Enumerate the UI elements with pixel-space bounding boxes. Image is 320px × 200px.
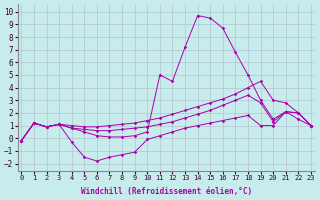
X-axis label: Windchill (Refroidissement éolien,°C): Windchill (Refroidissement éolien,°C)	[81, 187, 252, 196]
